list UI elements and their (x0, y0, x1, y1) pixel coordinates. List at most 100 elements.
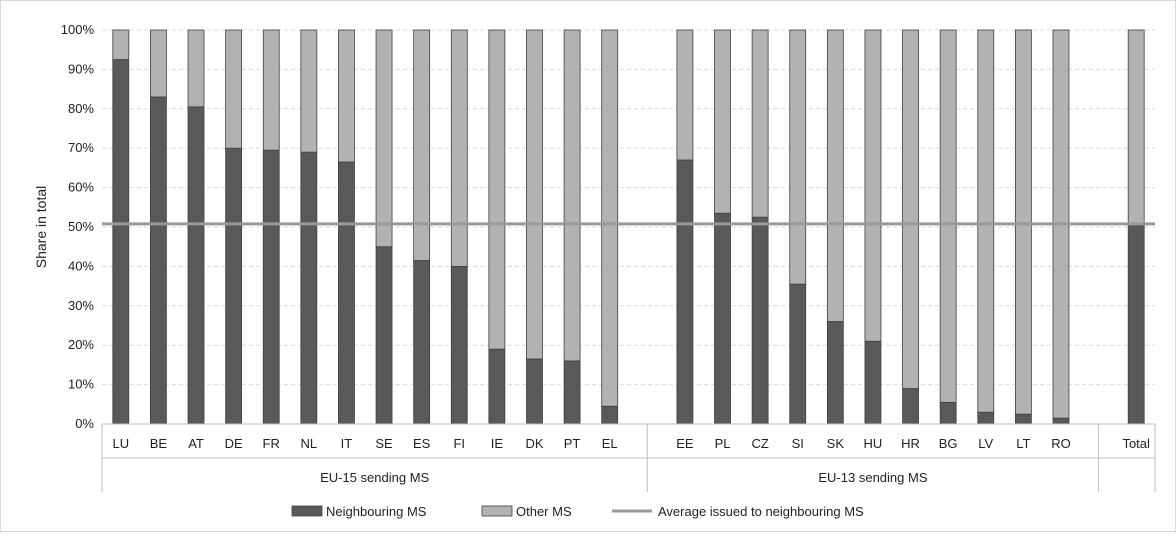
x-tick-label: NL (301, 436, 318, 451)
bar-neighbouring-ms (977, 411, 995, 425)
x-tick-label: EE (676, 436, 694, 451)
bar-neighbouring-ms (751, 216, 769, 425)
bar-neighbouring-ms (563, 360, 581, 425)
bar-other-ms (977, 29, 995, 413)
bar-neighbouring-ms (714, 212, 731, 425)
bar-other-ms (1127, 29, 1145, 224)
bar-neighbouring-ms (187, 106, 205, 425)
bar-neighbouring-ms (338, 161, 355, 425)
x-tick-label: LU (112, 436, 129, 451)
legend-label-neighbouring-ms: Neighbouring MS (326, 504, 427, 519)
bar-other-ms (262, 29, 280, 151)
bar-other-ms (864, 29, 882, 342)
y-tick-label: 100% (61, 22, 95, 37)
x-tick-label: HR (901, 436, 920, 451)
x-tick-label: DK (525, 436, 543, 451)
legend-swatch-other-ms (481, 505, 513, 517)
bar-other-ms (751, 29, 769, 218)
bar-neighbouring-ms (488, 348, 506, 425)
x-tick-label: IT (341, 436, 353, 451)
y-tick-label: 80% (68, 101, 94, 116)
legend: Neighbouring MS Other MS Average issued to… (291, 504, 864, 519)
bar-other-ms (450, 29, 468, 267)
x-tick-label: BG (939, 436, 958, 451)
x-tick-label: BE (150, 436, 168, 451)
bars (112, 29, 1145, 425)
bar-neighbouring-ms (789, 283, 807, 425)
bar-neighbouring-ms (112, 59, 130, 425)
y-tick-label: 0% (75, 416, 94, 431)
bar-neighbouring-ms (225, 147, 243, 425)
bar-other-ms (676, 29, 694, 161)
legend-label-average-line: Average issued to neighbouring MS (658, 504, 864, 519)
bar-other-ms (225, 29, 243, 149)
x-tick-label: ES (413, 436, 431, 451)
y-tick-label: 40% (68, 258, 94, 273)
x-tick-label: IE (491, 436, 504, 451)
bar-other-ms (338, 29, 355, 163)
bar-neighbouring-ms (150, 96, 167, 425)
bar-other-ms (112, 29, 130, 60)
x-tick-label: LV (978, 436, 993, 451)
bar-other-ms (789, 29, 807, 285)
y-tick-label: 70% (68, 140, 94, 155)
bar-other-ms (413, 29, 431, 261)
x-tick-label: EL (602, 436, 618, 451)
bar-neighbouring-ms (1014, 413, 1032, 425)
bar-neighbouring-ms (413, 260, 431, 425)
x-tick-label: Total (1122, 436, 1150, 451)
bar-neighbouring-ms (375, 246, 393, 425)
bar-neighbouring-ms (300, 151, 318, 425)
bar-neighbouring-ms (526, 358, 543, 425)
bar-neighbouring-ms (450, 265, 468, 425)
x-tick-label: PL (715, 436, 731, 451)
bar-neighbouring-ms (601, 405, 619, 425)
y-tick-label: 90% (68, 61, 94, 76)
y-tick-label: 20% (68, 337, 94, 352)
bar-other-ms (1014, 29, 1032, 415)
bar-neighbouring-ms (902, 388, 919, 425)
x-tick-label: CZ (751, 436, 768, 451)
y-tick-label: 50% (68, 219, 94, 234)
x-tick-label: HU (864, 436, 883, 451)
bar-other-ms (526, 29, 543, 360)
x-tick-label: FI (453, 436, 465, 451)
x-tick-label: PT (564, 436, 581, 451)
bar-neighbouring-ms (864, 340, 882, 425)
bar-neighbouring-ms (1052, 417, 1070, 425)
bar-other-ms (563, 29, 581, 362)
x-tick-label: SI (792, 436, 804, 451)
bar-other-ms (939, 29, 957, 403)
bar-other-ms (150, 29, 167, 98)
x-tick-label: RO (1051, 436, 1071, 451)
bar-other-ms (187, 29, 205, 108)
bar-neighbouring-ms (1127, 222, 1145, 425)
bar-neighbouring-ms (826, 321, 844, 425)
legend-swatch-neighbouring-ms (291, 505, 323, 517)
bar-other-ms (826, 29, 844, 322)
bar-neighbouring-ms (262, 149, 280, 425)
y-tick-label: 10% (68, 377, 94, 392)
legend-label-other-ms: Other MS (516, 504, 572, 519)
x-tick-label: FR (263, 436, 280, 451)
x-tick-label: LT (1016, 436, 1030, 451)
bar-other-ms (902, 29, 919, 389)
x-tick-label: SK (827, 436, 845, 451)
bar-other-ms (300, 29, 318, 153)
bar-other-ms (601, 29, 619, 407)
bar-neighbouring-ms (939, 401, 957, 425)
x-tick-label: SE (375, 436, 393, 451)
y-tick-label: 60% (68, 180, 94, 195)
bar-neighbouring-ms (676, 159, 694, 425)
bar-other-ms (714, 29, 731, 214)
x-tick-label: DE (225, 436, 243, 451)
y-axis-label: Share in total (33, 186, 49, 269)
group-label: EU-15 sending MS (320, 470, 429, 485)
bar-other-ms (375, 29, 393, 248)
group-label: EU-13 sending MS (818, 470, 927, 485)
bar-other-ms (488, 29, 506, 350)
y-tick-label: 30% (68, 298, 94, 313)
x-tick-label: AT (188, 436, 204, 451)
